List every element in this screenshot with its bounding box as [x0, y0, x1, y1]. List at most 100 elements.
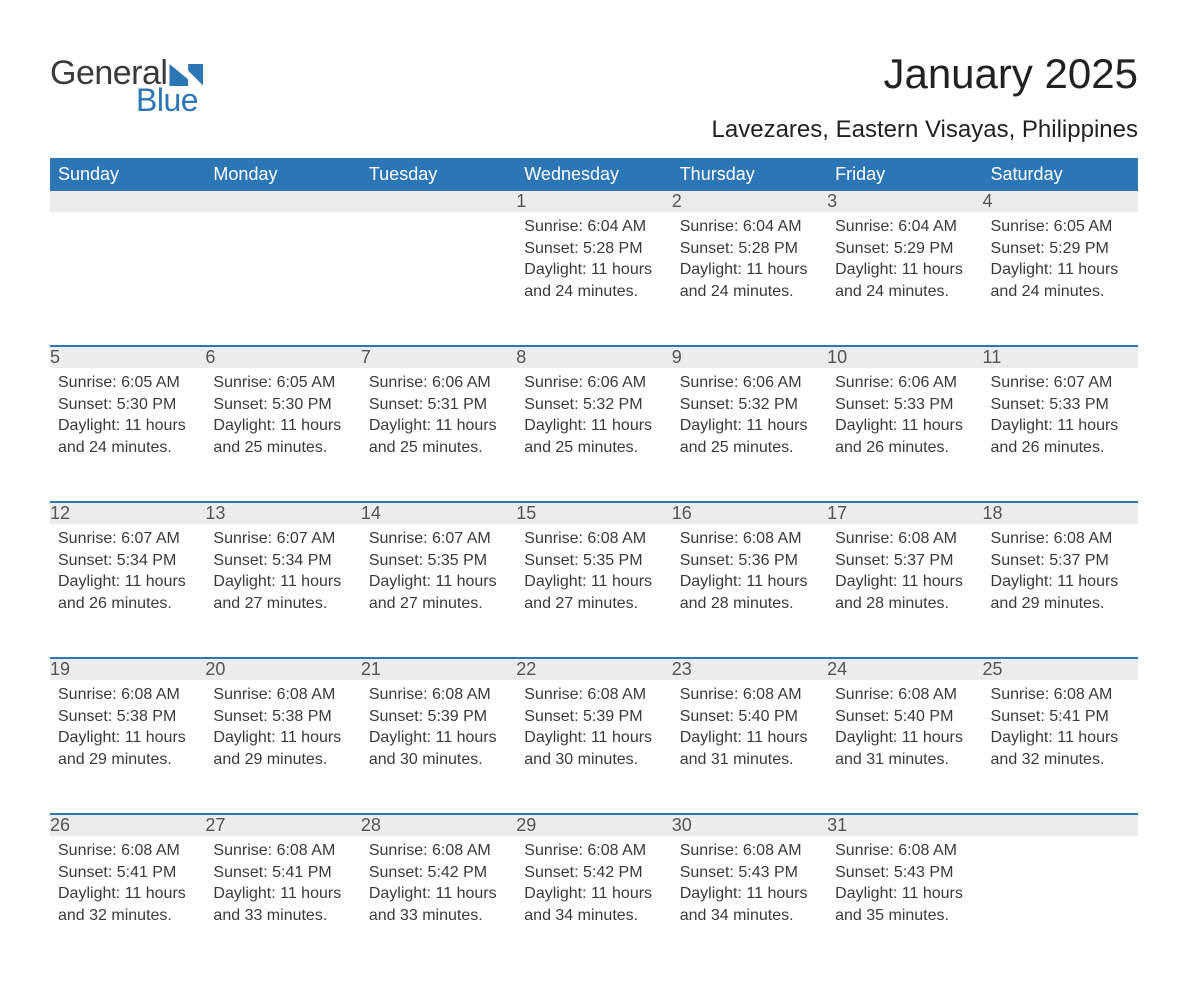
day-detail-cell: Sunrise: 6:04 AMSunset: 5:28 PMDaylight:…	[516, 212, 671, 346]
day-detail-cell: Sunrise: 6:08 AMSunset: 5:41 PMDaylight:…	[50, 836, 205, 970]
day-day1: Daylight: 11 hours	[991, 727, 1130, 749]
day-detail-row: Sunrise: 6:04 AMSunset: 5:28 PMDaylight:…	[50, 212, 1138, 346]
day-sunrise: Sunrise: 6:08 AM	[213, 840, 352, 862]
day-number-cell: 31	[827, 814, 982, 836]
day-number-cell: 16	[672, 502, 827, 524]
day-number-cell: 5	[50, 346, 205, 368]
day-day1: Daylight: 11 hours	[58, 883, 197, 905]
day-sunset: Sunset: 5:34 PM	[213, 550, 352, 572]
day-detail-cell	[50, 212, 205, 346]
day-day1: Daylight: 11 hours	[680, 415, 819, 437]
day-sunset: Sunset: 5:37 PM	[991, 550, 1130, 572]
day-day2: and 29 minutes.	[58, 749, 197, 771]
day-detail-cell: Sunrise: 6:08 AMSunset: 5:42 PMDaylight:…	[516, 836, 671, 970]
day-number-cell: 6	[205, 346, 360, 368]
calendar-page: General Blue January 2025 Lavezares, Eas…	[0, 0, 1188, 1000]
day-number-cell: 2	[672, 191, 827, 212]
day-detail-cell: Sunrise: 6:04 AMSunset: 5:29 PMDaylight:…	[827, 212, 982, 346]
day-day2: and 27 minutes.	[369, 593, 508, 615]
day-day2: and 31 minutes.	[835, 749, 974, 771]
day-sunset: Sunset: 5:42 PM	[524, 862, 663, 884]
day-sunset: Sunset: 5:43 PM	[835, 862, 974, 884]
daynum-row: 262728293031	[50, 814, 1138, 836]
day-day1: Daylight: 11 hours	[680, 727, 819, 749]
day-day2: and 26 minutes.	[991, 437, 1130, 459]
day-detail-cell: Sunrise: 6:07 AMSunset: 5:35 PMDaylight:…	[361, 524, 516, 658]
day-number-cell: 25	[983, 658, 1138, 680]
day-number-cell: 4	[983, 191, 1138, 212]
day-detail-cell: Sunrise: 6:06 AMSunset: 5:32 PMDaylight:…	[516, 368, 671, 502]
day-sunset: Sunset: 5:35 PM	[524, 550, 663, 572]
daynum-row: 12131415161718	[50, 502, 1138, 524]
day-sunrise: Sunrise: 6:06 AM	[835, 372, 974, 394]
day-sunrise: Sunrise: 6:08 AM	[991, 684, 1130, 706]
day-day1: Daylight: 11 hours	[835, 259, 974, 281]
day-detail-cell: Sunrise: 6:06 AMSunset: 5:31 PMDaylight:…	[361, 368, 516, 502]
day-sunset: Sunset: 5:31 PM	[369, 394, 508, 416]
day-sunset: Sunset: 5:38 PM	[213, 706, 352, 728]
day-number-cell	[50, 191, 205, 212]
day-number-cell: 18	[983, 502, 1138, 524]
day-sunset: Sunset: 5:33 PM	[991, 394, 1130, 416]
day-day1: Daylight: 11 hours	[369, 727, 508, 749]
day-detail-cell: Sunrise: 6:08 AMSunset: 5:41 PMDaylight:…	[205, 836, 360, 970]
day-sunset: Sunset: 5:30 PM	[58, 394, 197, 416]
day-day2: and 34 minutes.	[680, 905, 819, 927]
weekday-header-row: Sunday Monday Tuesday Wednesday Thursday…	[50, 158, 1138, 191]
day-day1: Daylight: 11 hours	[680, 259, 819, 281]
day-day2: and 30 minutes.	[524, 749, 663, 771]
daynum-row: 1234	[50, 191, 1138, 212]
day-day1: Daylight: 11 hours	[835, 727, 974, 749]
day-number-cell: 7	[361, 346, 516, 368]
day-sunrise: Sunrise: 6:04 AM	[835, 216, 974, 238]
day-sunset: Sunset: 5:29 PM	[991, 238, 1130, 260]
day-sunrise: Sunrise: 6:08 AM	[680, 840, 819, 862]
day-sunset: Sunset: 5:40 PM	[680, 706, 819, 728]
day-sunset: Sunset: 5:39 PM	[524, 706, 663, 728]
day-sunrise: Sunrise: 6:06 AM	[524, 372, 663, 394]
month-title: January 2025	[712, 50, 1138, 98]
day-number-cell: 19	[50, 658, 205, 680]
brand-logo: General Blue	[50, 50, 203, 116]
day-number-cell: 1	[516, 191, 671, 212]
daynum-row: 567891011	[50, 346, 1138, 368]
day-day2: and 30 minutes.	[369, 749, 508, 771]
day-day2: and 31 minutes.	[680, 749, 819, 771]
logo-word-blue: Blue	[136, 84, 203, 116]
day-detail-row: Sunrise: 6:05 AMSunset: 5:30 PMDaylight:…	[50, 368, 1138, 502]
daynum-row: 19202122232425	[50, 658, 1138, 680]
day-day1: Daylight: 11 hours	[680, 571, 819, 593]
day-sunset: Sunset: 5:36 PM	[680, 550, 819, 572]
day-day1: Daylight: 11 hours	[835, 571, 974, 593]
day-number-cell: 20	[205, 658, 360, 680]
day-detail-cell: Sunrise: 6:06 AMSunset: 5:33 PMDaylight:…	[827, 368, 982, 502]
day-day2: and 26 minutes.	[58, 593, 197, 615]
day-number-cell: 17	[827, 502, 982, 524]
day-sunrise: Sunrise: 6:08 AM	[524, 684, 663, 706]
day-detail-cell: Sunrise: 6:08 AMSunset: 5:37 PMDaylight:…	[827, 524, 982, 658]
day-sunrise: Sunrise: 6:06 AM	[680, 372, 819, 394]
day-day1: Daylight: 11 hours	[213, 415, 352, 437]
location-subtitle: Lavezares, Eastern Visayas, Philippines	[712, 116, 1138, 144]
day-number-cell: 21	[361, 658, 516, 680]
day-detail-cell: Sunrise: 6:07 AMSunset: 5:33 PMDaylight:…	[983, 368, 1138, 502]
day-day1: Daylight: 11 hours	[991, 415, 1130, 437]
day-day2: and 24 minutes.	[524, 281, 663, 303]
day-number-cell: 14	[361, 502, 516, 524]
weekday-header: Tuesday	[361, 158, 516, 191]
day-sunrise: Sunrise: 6:08 AM	[213, 684, 352, 706]
day-detail-cell: Sunrise: 6:07 AMSunset: 5:34 PMDaylight:…	[205, 524, 360, 658]
day-day2: and 24 minutes.	[835, 281, 974, 303]
day-sunrise: Sunrise: 6:08 AM	[524, 528, 663, 550]
day-sunrise: Sunrise: 6:07 AM	[213, 528, 352, 550]
day-sunrise: Sunrise: 6:08 AM	[835, 684, 974, 706]
day-detail-cell: Sunrise: 6:08 AMSunset: 5:39 PMDaylight:…	[361, 680, 516, 814]
day-day2: and 25 minutes.	[369, 437, 508, 459]
day-detail-cell: Sunrise: 6:05 AMSunset: 5:29 PMDaylight:…	[983, 212, 1138, 346]
day-day2: and 24 minutes.	[680, 281, 819, 303]
day-day1: Daylight: 11 hours	[58, 727, 197, 749]
day-day1: Daylight: 11 hours	[213, 571, 352, 593]
day-detail-cell: Sunrise: 6:08 AMSunset: 5:42 PMDaylight:…	[361, 836, 516, 970]
day-day1: Daylight: 11 hours	[369, 415, 508, 437]
day-sunrise: Sunrise: 6:04 AM	[680, 216, 819, 238]
